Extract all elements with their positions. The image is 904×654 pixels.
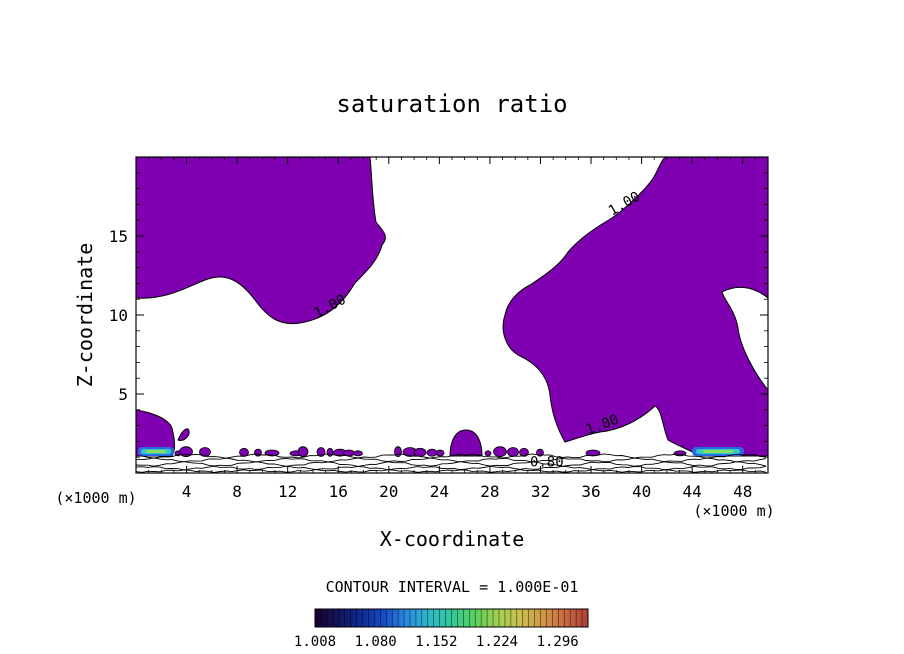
saturated-cell — [585, 449, 601, 457]
colorbar-tick-labels: 1.008 1.080 1.152 1.224 1.296 — [294, 634, 579, 650]
x-tick-label: 40 — [632, 482, 651, 501]
colorbar-tick-label: 1.296 — [537, 634, 579, 650]
saturated-cell — [426, 448, 438, 457]
colorbar-tick-label: 1.152 — [415, 634, 457, 650]
x-unit-label-right: (×1000 m) — [693, 502, 774, 520]
saturated-cell — [326, 447, 334, 457]
x-tick-label: 48 — [733, 482, 752, 501]
x-tick-label: 36 — [581, 482, 600, 501]
x-tick-label: 44 — [683, 482, 702, 501]
sub-saturated-contour-lines — [136, 453, 767, 473]
saturated-cell — [413, 447, 427, 457]
saturated-region-right — [502, 157, 768, 457]
y-tick-label: 10 — [109, 306, 128, 325]
saturated-cell — [484, 450, 492, 457]
plot-area: 1.001.001.000.80 — [136, 157, 768, 473]
x-tick-label: 20 — [379, 482, 398, 501]
saturated-cell — [493, 446, 507, 458]
colorbar: 1.008 1.080 1.152 1.224 1.296 — [294, 608, 589, 650]
contour-line — [136, 461, 767, 467]
contour-line — [136, 457, 767, 463]
colorbar-frame — [314, 608, 589, 628]
x-tick-label: 28 — [480, 482, 499, 501]
saturated-cell — [353, 450, 363, 457]
x-tick-label: 16 — [329, 482, 348, 501]
contour-line — [136, 453, 767, 459]
colorbar-tick-label: 1.224 — [476, 634, 518, 650]
saturated-blob-small — [177, 428, 190, 441]
chart-title: saturation ratio — [336, 90, 567, 118]
saturated-cell — [507, 447, 519, 457]
x-tick-label: 24 — [430, 482, 449, 501]
y-tick-label: 15 — [109, 227, 128, 246]
saturated-dome — [449, 429, 483, 457]
saturated-cell — [435, 449, 445, 457]
saturated-cell — [519, 447, 529, 457]
y-tick-label: 5 — [118, 385, 128, 404]
low-level-saturated-cells — [174, 446, 687, 458]
contour-line — [136, 469, 767, 473]
contour-interval-label: CONTOUR INTERVAL = 1.000E-01 — [326, 578, 579, 596]
y-axis-ticks: 5 10 15 — [109, 172, 768, 458]
colorbar-stripes — [320, 609, 583, 627]
contour-label: 0.80 — [530, 455, 564, 471]
contour-line — [136, 465, 767, 471]
x-unit-label-left: (×1000 m) — [55, 489, 136, 507]
saturated-cell — [316, 447, 326, 457]
x-tick-label: 12 — [278, 482, 297, 501]
colorbar-tick-label: 1.080 — [355, 634, 397, 650]
supersaturation-core-right — [692, 447, 744, 456]
x-axis-label: X-coordinate — [380, 527, 525, 551]
y-axis-label: Z-coordinate — [73, 243, 97, 388]
saturated-cell — [297, 446, 309, 458]
x-tick-label: 32 — [531, 482, 550, 501]
x-tick-label: 4 — [182, 482, 192, 501]
saturated-cell — [199, 447, 211, 457]
x-axis-ticks: 4 8 12 16 20 24 28 32 36 40 44 48 — [148, 157, 756, 501]
supersaturation-core-left — [138, 447, 174, 456]
saturated-region-upper-left — [136, 157, 386, 325]
x-tick-label: 8 — [232, 482, 242, 501]
colorbar-tick-label: 1.008 — [294, 634, 336, 650]
